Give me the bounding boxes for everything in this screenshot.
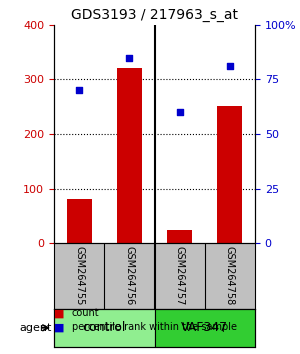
Text: GSM264755: GSM264755 bbox=[74, 246, 84, 306]
Point bbox=[177, 109, 182, 115]
Bar bbox=[167, 229, 192, 243]
Point bbox=[77, 87, 82, 93]
Text: control: control bbox=[82, 321, 126, 334]
Bar bbox=[217, 105, 242, 243]
Point bbox=[227, 63, 232, 69]
Text: GSM264757: GSM264757 bbox=[175, 246, 184, 306]
Text: ■: ■ bbox=[54, 308, 64, 318]
Text: ■: ■ bbox=[54, 322, 64, 332]
Title: GDS3193 / 217963_s_at: GDS3193 / 217963_s_at bbox=[71, 8, 238, 22]
Text: percentile rank within the sample: percentile rank within the sample bbox=[72, 322, 237, 332]
Text: GSM264756: GSM264756 bbox=[124, 246, 134, 306]
Text: GSM264758: GSM264758 bbox=[225, 246, 235, 306]
Point bbox=[127, 55, 132, 61]
Text: agent: agent bbox=[19, 323, 52, 333]
Bar bbox=[117, 68, 142, 243]
FancyBboxPatch shape bbox=[54, 309, 154, 347]
Text: count: count bbox=[72, 308, 100, 318]
Bar bbox=[67, 200, 92, 243]
FancyBboxPatch shape bbox=[154, 309, 255, 347]
Text: VAF347: VAF347 bbox=[181, 321, 228, 334]
